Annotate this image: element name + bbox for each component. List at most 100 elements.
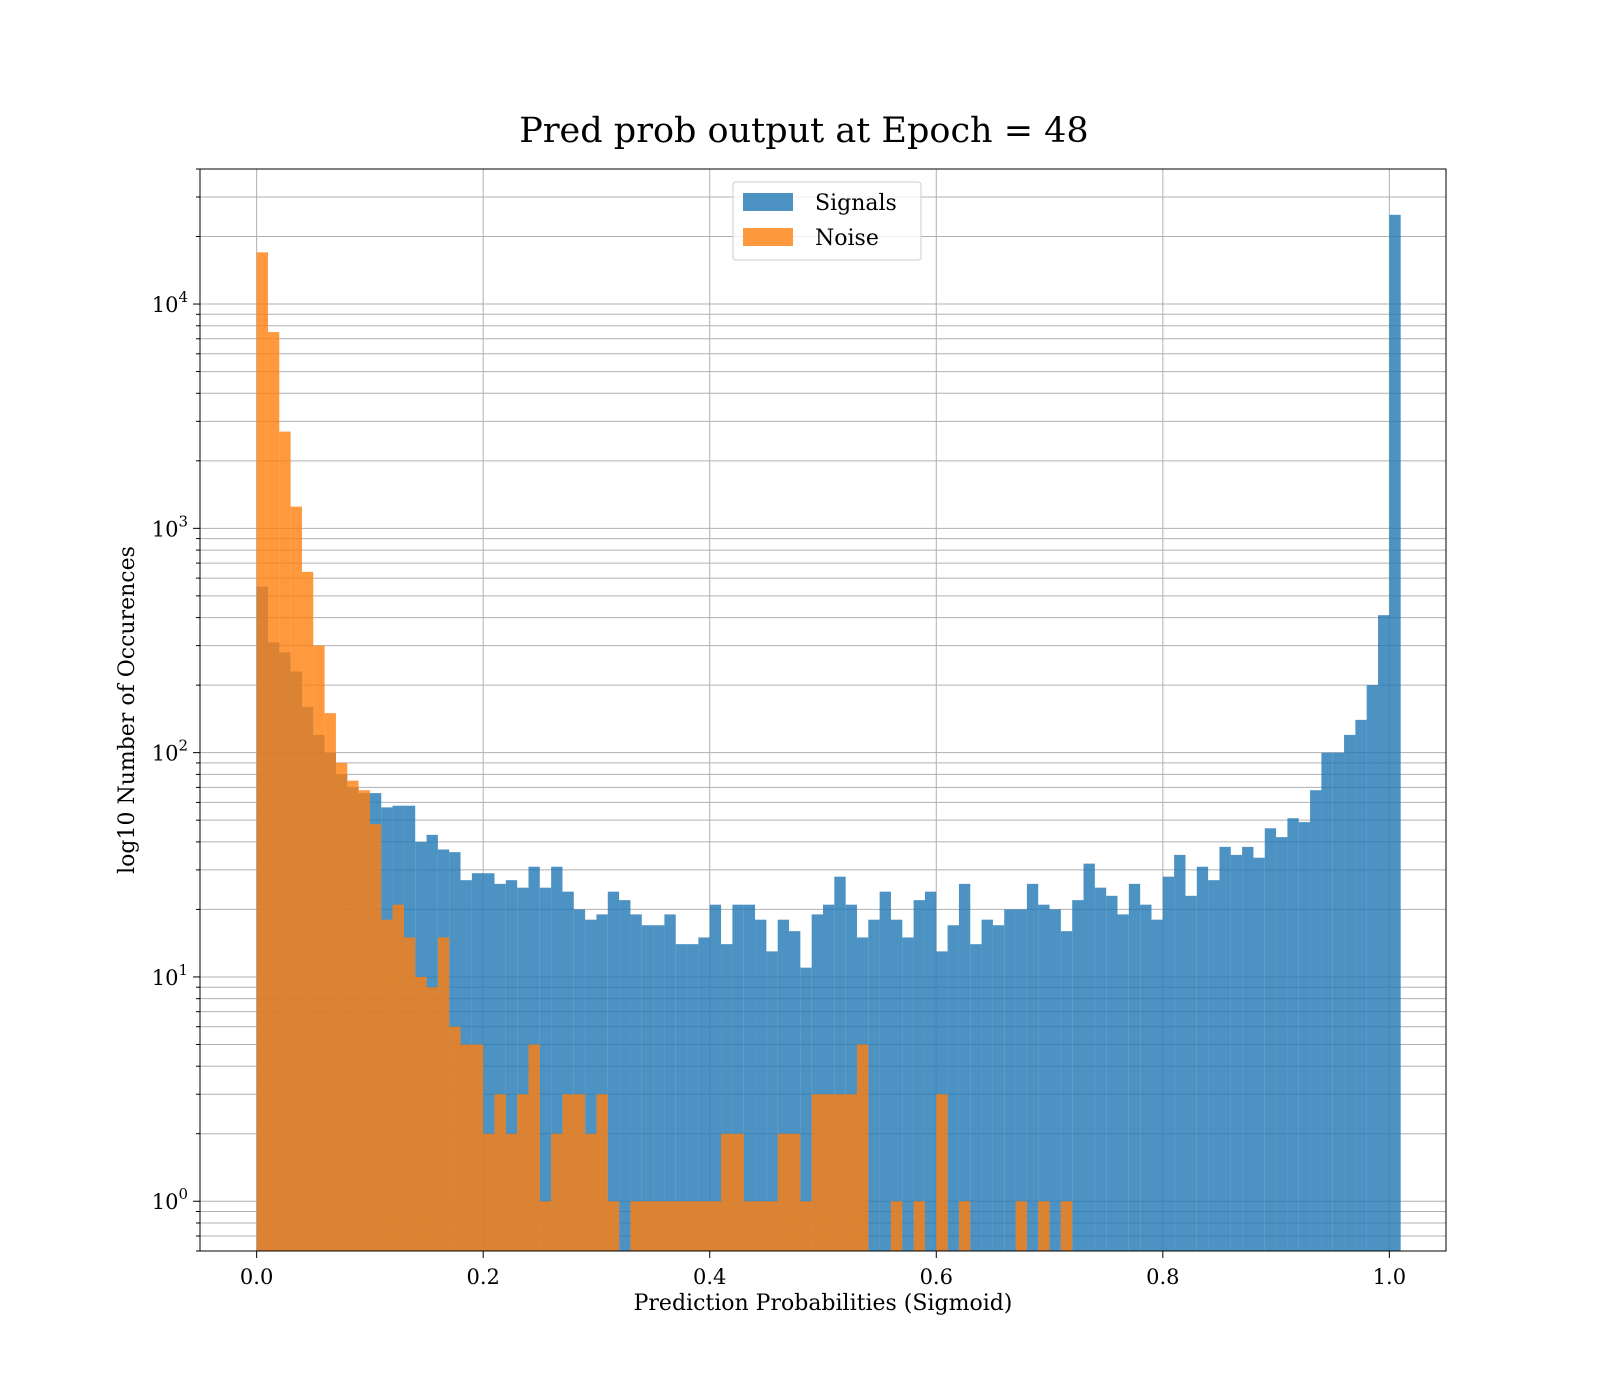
bar-signals: [879, 891, 891, 1251]
bar-signals: [1344, 734, 1356, 1251]
bar-noise: [562, 1094, 574, 1251]
bar-noise: [653, 1201, 665, 1251]
y-tick-label: 103: [152, 512, 188, 541]
bar-noise: [958, 1201, 971, 1251]
bar-signals: [1219, 846, 1231, 1251]
bar-noise: [596, 1094, 608, 1251]
bar-signals: [992, 925, 1005, 1251]
bar-signals: [1026, 883, 1039, 1251]
bar-noise: [1015, 1201, 1027, 1251]
bar-signals: [698, 937, 710, 1251]
bar-noise: [766, 1201, 778, 1251]
bar-noise: [392, 904, 404, 1251]
bar-noise: [1038, 1201, 1050, 1251]
bar-noise: [936, 1094, 948, 1251]
bar-noise: [789, 1133, 801, 1251]
bar-signals: [585, 919, 597, 1251]
legend-label-signals: Signals: [815, 191, 897, 216]
bar-noise: [415, 976, 427, 1251]
bar-noise: [698, 1201, 710, 1251]
x-axis-label: Prediction Probabilities (Sigmoid): [634, 1291, 1013, 1316]
x-tick-label: 0.2: [466, 1265, 499, 1289]
bar-noise: [313, 645, 325, 1251]
bar-signals: [1140, 904, 1152, 1251]
bar-noise: [607, 1201, 620, 1251]
bar-signals: [732, 904, 744, 1251]
y-tick-label: 101: [152, 961, 188, 990]
bar-signals: [1332, 752, 1345, 1251]
legend-swatch-signals: [743, 193, 793, 211]
bar-noise: [913, 1201, 925, 1251]
bar-signals: [845, 904, 857, 1251]
x-tick-label: 0.6: [920, 1265, 953, 1289]
y-tick-label: 100: [152, 1185, 188, 1214]
bar-noise: [585, 1133, 597, 1251]
bar-signals: [596, 914, 608, 1251]
bar-signals: [811, 914, 823, 1251]
bar-noise: [290, 506, 302, 1252]
bar-noise: [505, 1133, 518, 1251]
bar-signals: [947, 925, 959, 1251]
bar-signals: [1151, 919, 1163, 1251]
bar-noise: [517, 1094, 529, 1251]
bar-signals: [1321, 752, 1333, 1251]
bar-signals: [1253, 857, 1265, 1251]
bar-noise: [494, 1094, 506, 1251]
bar-signals: [1072, 900, 1084, 1251]
bar-noise: [721, 1133, 733, 1251]
bar-noise: [811, 1094, 823, 1251]
x-tick-label: 1.0: [1373, 1265, 1406, 1289]
bar-signals: [868, 919, 880, 1251]
bar-noise: [709, 1201, 722, 1251]
x-tick-label: 0.0: [240, 1265, 273, 1289]
x-tick-label: 0.8: [1146, 1265, 1179, 1289]
bar-noise: [800, 1201, 812, 1251]
x-tick-label: 0.4: [693, 1265, 726, 1289]
bar-signals: [607, 891, 620, 1251]
bar-noise: [755, 1201, 767, 1251]
bar-signals: [1094, 887, 1107, 1251]
bar-signals: [1038, 904, 1050, 1251]
bar-signals: [958, 883, 971, 1251]
legend: Signals Noise: [732, 181, 922, 261]
bar-noise: [823, 1094, 835, 1251]
bar-noise: [890, 1201, 903, 1251]
bar-signals: [687, 944, 699, 1251]
bar-noise: [449, 1026, 461, 1251]
bar-signals: [1287, 818, 1299, 1251]
bar-noise: [256, 252, 268, 1251]
bar-noise: [403, 937, 416, 1251]
bar-noise: [551, 1133, 563, 1251]
bar-noise: [630, 1201, 642, 1251]
bar-noise: [324, 713, 336, 1251]
bar-signals: [800, 967, 812, 1251]
bar-signals: [1310, 790, 1322, 1251]
bar-signals: [505, 880, 518, 1251]
bar-signals: [630, 914, 642, 1251]
bar-signals: [890, 919, 903, 1251]
bar-signals: [1174, 854, 1186, 1251]
bar-noise: [369, 824, 382, 1251]
bar-noise: [675, 1201, 688, 1251]
y-tick-label: 104: [152, 288, 188, 317]
bar-signals: [1264, 828, 1277, 1251]
bar-noise: [381, 919, 393, 1251]
bar-signals: [1060, 931, 1073, 1251]
bar-signals: [1230, 854, 1243, 1251]
bar-signals: [675, 944, 688, 1251]
legend-swatch-noise: [743, 228, 793, 246]
bar-noise: [483, 1133, 495, 1251]
bar-noise: [437, 937, 450, 1251]
bar-signals: [641, 925, 654, 1251]
legend-label-noise: Noise: [815, 226, 879, 251]
bar-noise: [471, 1044, 484, 1251]
histogram-bars: [256, 214, 1401, 1252]
bar-noise: [279, 431, 291, 1251]
bar-signals: [1366, 685, 1379, 1251]
bar-signals: [1389, 214, 1401, 1252]
bar-signals: [709, 904, 722, 1251]
bar-signals: [483, 873, 495, 1251]
bar-signals: [766, 951, 778, 1251]
bar-signals: [1242, 846, 1254, 1251]
